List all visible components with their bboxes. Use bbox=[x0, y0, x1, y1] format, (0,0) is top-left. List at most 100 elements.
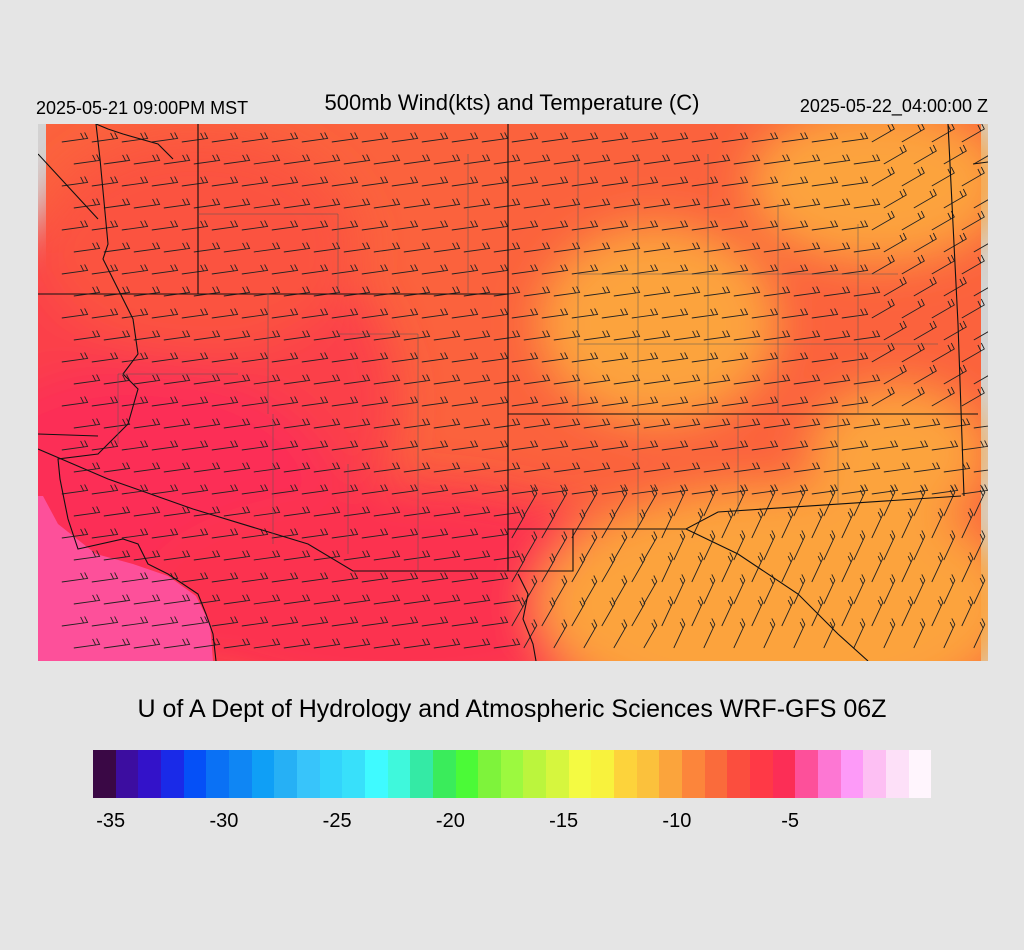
wind-barb bbox=[913, 320, 937, 341]
wind-barb bbox=[973, 530, 986, 561]
wind-barb bbox=[643, 462, 671, 473]
wind-barb bbox=[91, 572, 119, 583]
wind-barb bbox=[151, 308, 179, 319]
wind-barb bbox=[181, 176, 209, 187]
wind-barb bbox=[613, 619, 628, 649]
wind-barb bbox=[451, 484, 479, 495]
wind-barb bbox=[553, 242, 581, 253]
wind-barb bbox=[631, 352, 659, 363]
wind-barb bbox=[691, 352, 719, 363]
wind-barb bbox=[751, 132, 779, 143]
colorbar-swatch bbox=[228, 750, 252, 798]
wind-barb bbox=[541, 440, 569, 451]
wind-barb bbox=[61, 616, 89, 627]
wind-barb bbox=[91, 264, 119, 275]
wind-barb bbox=[691, 396, 719, 407]
wind-barb bbox=[343, 286, 371, 297]
wind-barb bbox=[811, 396, 839, 407]
wind-barb bbox=[913, 144, 937, 165]
wind-barb bbox=[163, 330, 191, 341]
wind-barb bbox=[553, 374, 581, 385]
wind-barb bbox=[73, 506, 101, 517]
colorbar-swatch bbox=[183, 750, 207, 798]
wind-barb bbox=[733, 418, 761, 429]
wind-barb bbox=[403, 242, 431, 253]
colorbar-swatch bbox=[319, 750, 343, 798]
wind-barb bbox=[601, 484, 629, 495]
wind-barb bbox=[493, 418, 521, 429]
wind-barb bbox=[661, 596, 674, 627]
temperature-wind-map bbox=[38, 124, 988, 661]
wind-barb bbox=[403, 154, 431, 165]
wind-barb bbox=[613, 374, 641, 385]
wind-barb bbox=[361, 176, 389, 187]
wind-barb bbox=[901, 508, 914, 539]
wind-barb bbox=[373, 154, 401, 165]
wind-barb bbox=[151, 352, 179, 363]
wind-barb bbox=[673, 462, 701, 473]
wind-barb bbox=[163, 154, 191, 165]
wind-barb bbox=[631, 264, 659, 275]
wind-barb bbox=[961, 508, 974, 539]
wind-barb bbox=[181, 440, 209, 451]
wind-barb bbox=[373, 374, 401, 385]
wind-barb bbox=[283, 154, 311, 165]
wind-barb bbox=[103, 594, 131, 605]
wind-barb bbox=[703, 198, 731, 209]
wind-barb bbox=[883, 364, 907, 385]
wind-barb bbox=[901, 166, 925, 187]
wind-barb bbox=[73, 286, 101, 297]
wind-barb bbox=[61, 440, 89, 451]
wind-barb bbox=[691, 264, 719, 275]
wind-barb bbox=[553, 154, 581, 165]
wind-barb bbox=[961, 342, 985, 363]
wind-barb bbox=[673, 154, 701, 165]
model-credit: U of A Dept of Hydrology and Atmospheric… bbox=[137, 695, 887, 723]
wind-barb bbox=[481, 616, 509, 627]
wind-barb bbox=[373, 242, 401, 253]
wind-barb bbox=[271, 264, 299, 275]
wind-barb bbox=[463, 198, 491, 209]
wind-barb bbox=[403, 594, 431, 605]
wind-barb bbox=[901, 210, 925, 231]
wind-barb bbox=[691, 220, 719, 231]
wind-barb bbox=[211, 484, 239, 495]
wind-barb bbox=[823, 486, 836, 517]
wind-barb bbox=[223, 286, 251, 297]
wind-barb bbox=[583, 374, 611, 385]
wind-barb bbox=[961, 210, 985, 231]
wind-barb bbox=[121, 396, 149, 407]
wind-barb bbox=[433, 330, 461, 341]
wind-barb bbox=[721, 308, 749, 319]
wind-barb bbox=[361, 396, 389, 407]
wind-barb bbox=[901, 298, 925, 319]
wind-barb bbox=[823, 242, 851, 253]
wind-barb bbox=[193, 198, 221, 209]
wind-barb bbox=[961, 166, 985, 187]
wind-barb bbox=[163, 506, 191, 517]
wind-barb bbox=[133, 462, 161, 473]
wind-barb bbox=[493, 462, 521, 473]
wind-barb bbox=[601, 553, 616, 583]
wind-barb bbox=[103, 242, 131, 253]
wind-barb bbox=[691, 552, 704, 583]
wind-barb bbox=[721, 264, 749, 275]
wind-barb bbox=[301, 396, 329, 407]
wind-barb bbox=[361, 132, 389, 143]
wind-barb bbox=[541, 553, 556, 583]
wind-barb bbox=[373, 462, 401, 473]
wind-barb bbox=[811, 508, 824, 539]
wind-barb bbox=[631, 308, 659, 319]
wind-barb bbox=[91, 220, 119, 231]
wind-barb bbox=[301, 572, 329, 583]
wind-barb bbox=[463, 638, 491, 649]
wind-barb bbox=[223, 330, 251, 341]
colorbar-tick-labels: -35 -30 -25 -20 -15 -10 -5 bbox=[0, 810, 1024, 840]
wind-barb bbox=[241, 176, 269, 187]
wind-barb bbox=[673, 286, 701, 297]
wind-barb bbox=[253, 638, 281, 649]
wind-barb bbox=[403, 550, 431, 561]
wind-barb bbox=[841, 132, 869, 143]
wind-barb bbox=[733, 198, 761, 209]
wind-barb bbox=[703, 574, 716, 605]
